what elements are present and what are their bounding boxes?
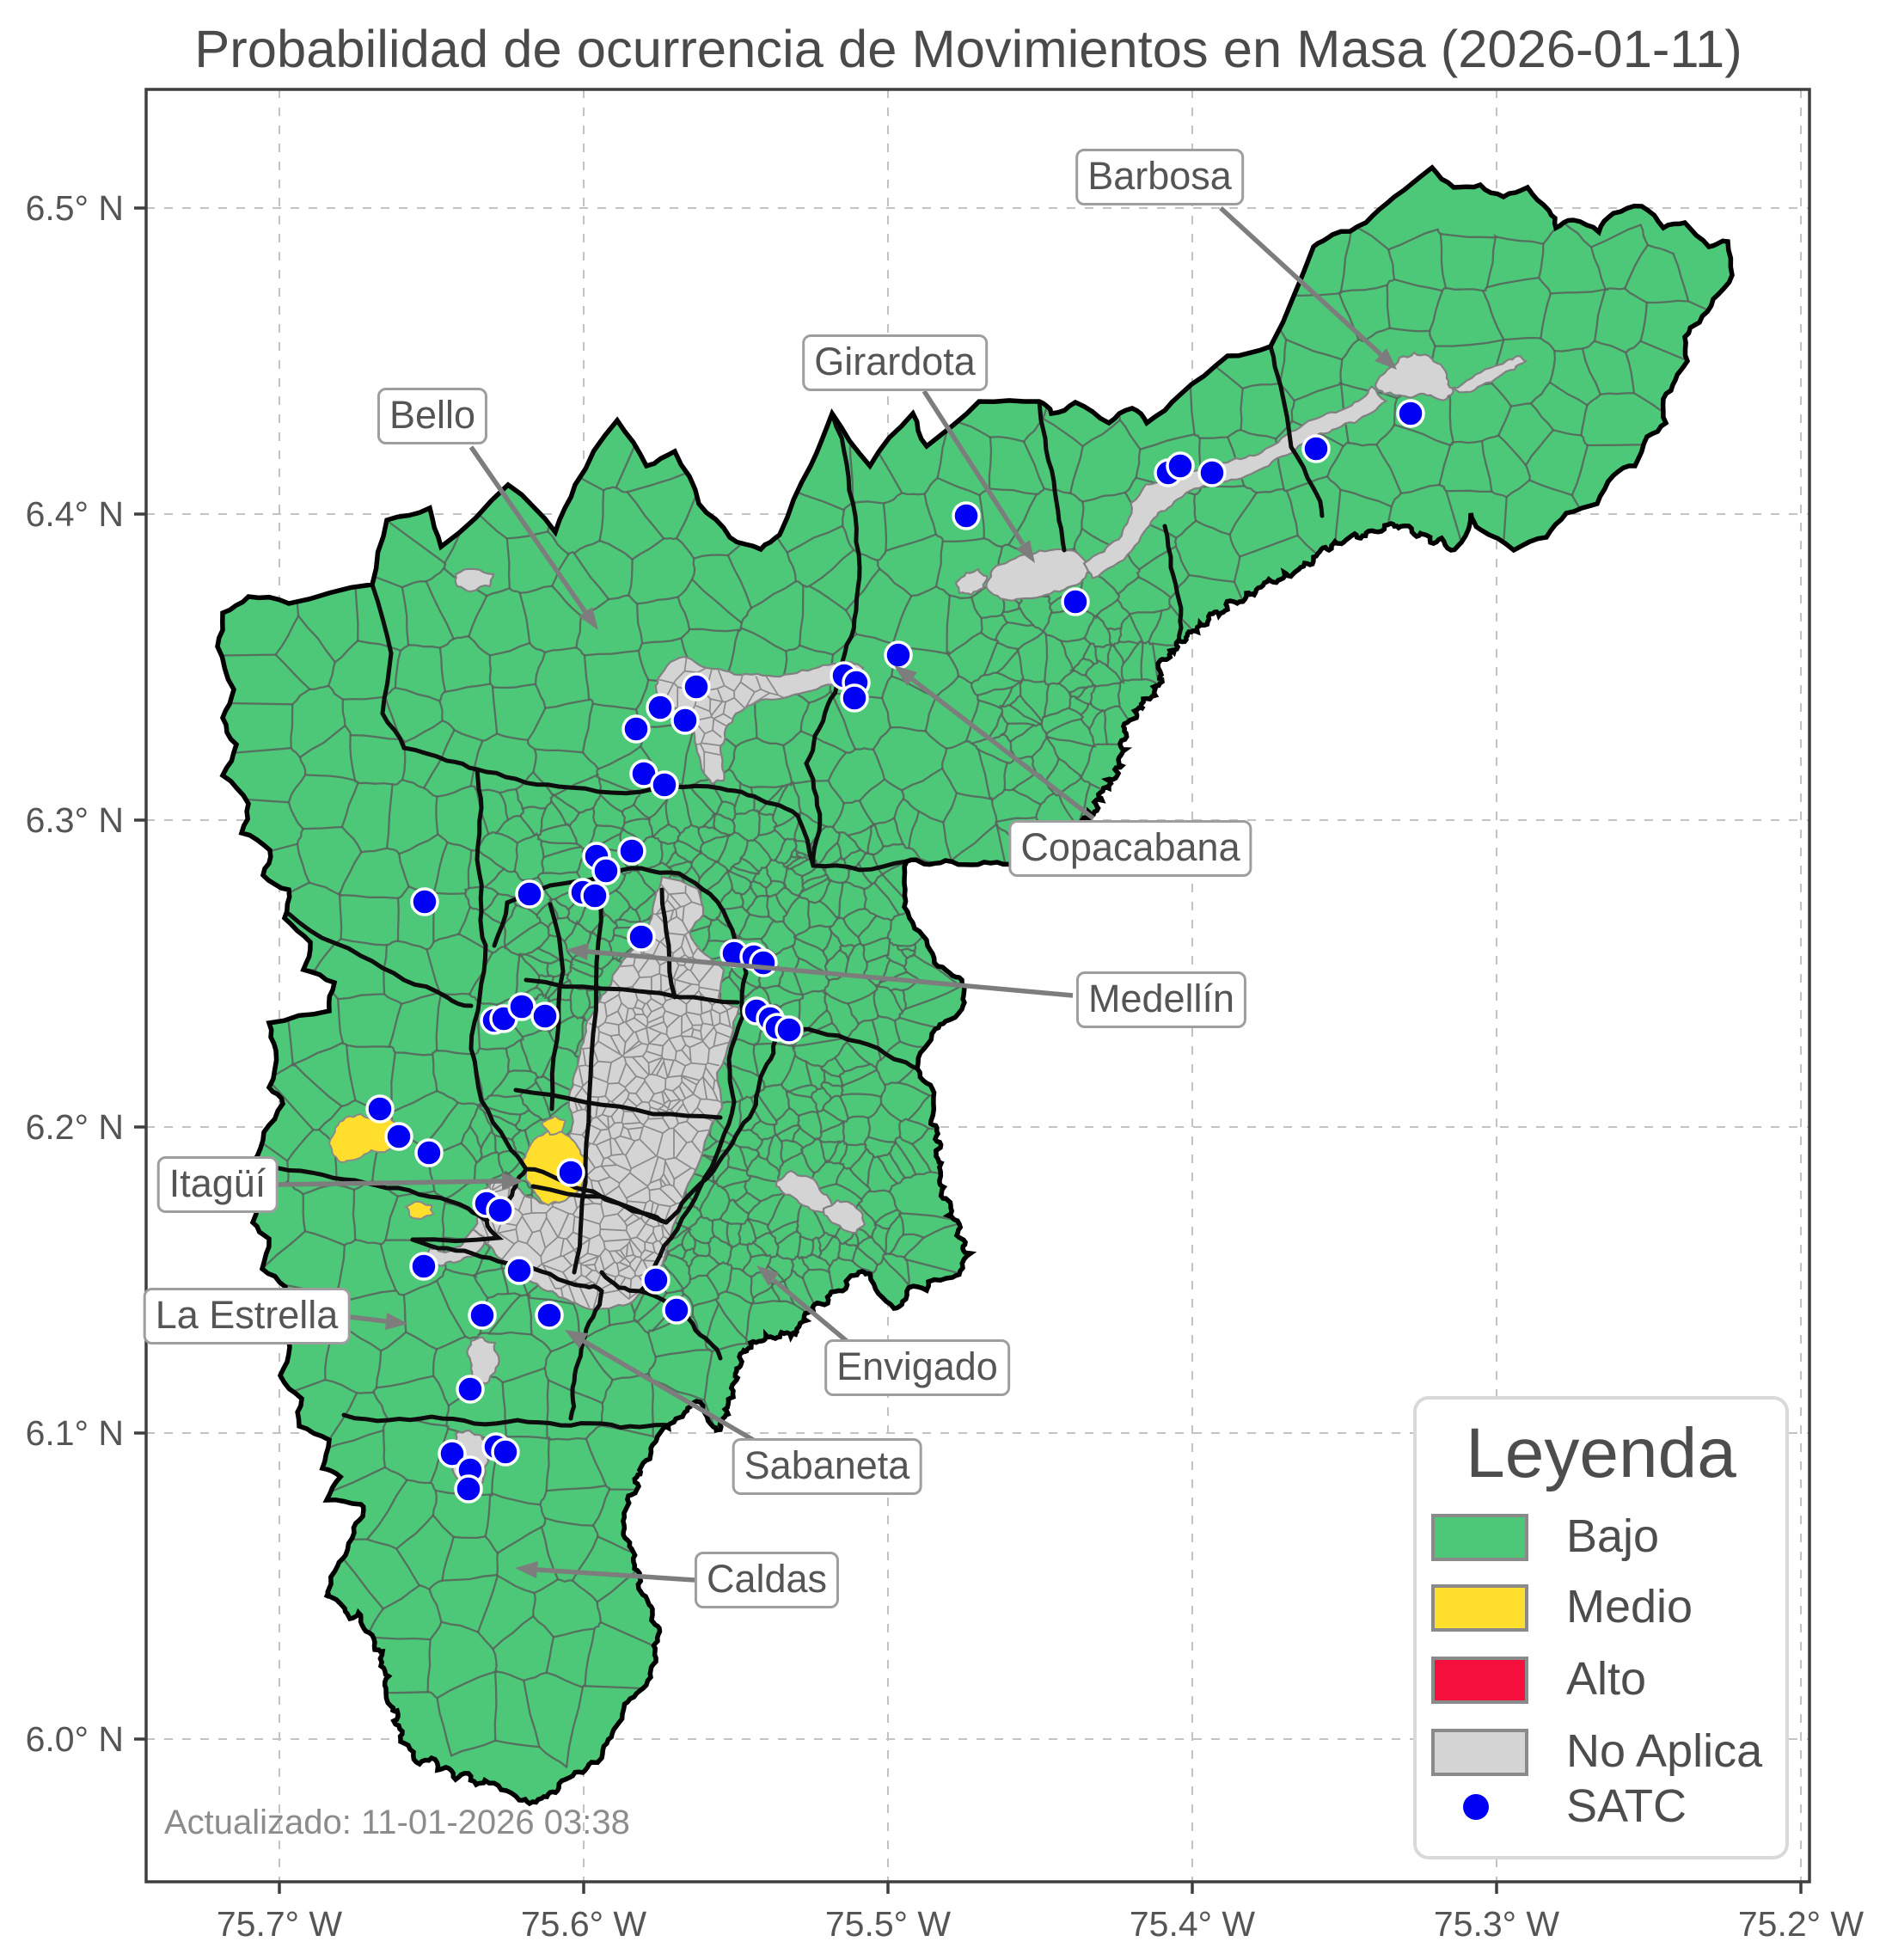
svg-text:75.3° W: 75.3° W bbox=[1434, 1904, 1560, 1944]
svg-text:SATC: SATC bbox=[1566, 1780, 1687, 1832]
svg-text:6.4° N: 6.4° N bbox=[26, 494, 124, 534]
svg-text:No Aplica: No Aplica bbox=[1566, 1725, 1763, 1777]
svg-text:Leyenda: Leyenda bbox=[1466, 1414, 1736, 1492]
svg-text:75.6° W: 75.6° W bbox=[521, 1904, 647, 1944]
svg-text:6.5° N: 6.5° N bbox=[26, 188, 124, 228]
svg-text:6.0° N: 6.0° N bbox=[26, 1719, 124, 1759]
svg-text:75.2° W: 75.2° W bbox=[1738, 1904, 1864, 1944]
svg-text:6.2° N: 6.2° N bbox=[26, 1107, 124, 1147]
svg-text:Medio: Medio bbox=[1566, 1581, 1693, 1632]
svg-text:6.1° N: 6.1° N bbox=[26, 1413, 124, 1453]
svg-text:Bajo: Bajo bbox=[1566, 1510, 1659, 1562]
svg-text:Alto: Alto bbox=[1566, 1653, 1646, 1705]
svg-text:6.3° N: 6.3° N bbox=[26, 800, 124, 840]
svg-text:75.4° W: 75.4° W bbox=[1130, 1904, 1256, 1944]
svg-text:75.7° W: 75.7° W bbox=[217, 1904, 343, 1944]
svg-text:75.5° W: 75.5° W bbox=[825, 1904, 952, 1944]
